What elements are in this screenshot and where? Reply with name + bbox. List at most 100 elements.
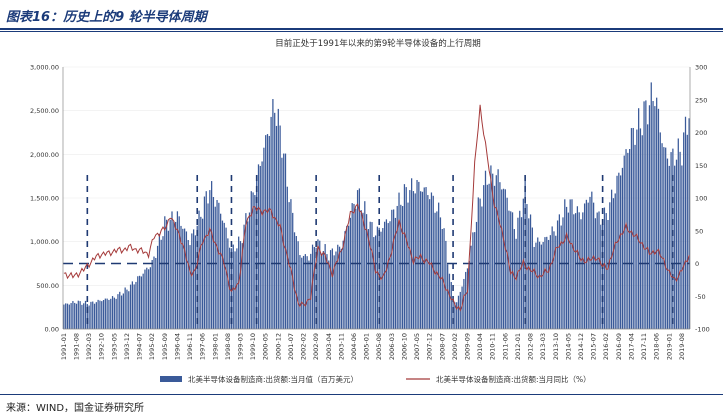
bar bbox=[636, 129, 638, 329]
bar bbox=[573, 214, 575, 329]
x-tick-label: 2014-12 bbox=[577, 333, 585, 360]
bar bbox=[387, 223, 389, 329]
bar bbox=[268, 135, 270, 329]
bar bbox=[293, 232, 296, 329]
bar bbox=[592, 202, 595, 329]
bar-series bbox=[63, 82, 690, 330]
bar bbox=[654, 106, 656, 329]
bar bbox=[333, 255, 335, 329]
bar bbox=[274, 112, 276, 329]
bar bbox=[335, 251, 337, 329]
bar bbox=[146, 267, 148, 329]
left-tick-label: 2,000.00 bbox=[30, 151, 59, 159]
source-note: 来源：WIND，国金证券研究所 bbox=[6, 403, 145, 414]
legend-swatch-bars bbox=[160, 376, 182, 382]
x-tick-label: 2003-11 bbox=[337, 333, 345, 360]
semiconductor-cycle-chart: 目前正处于1991年以来的第9轮半导体设备的上行周期 0.00 500.00 1,0… bbox=[30, 38, 710, 384]
bar bbox=[614, 193, 616, 329]
bar bbox=[553, 231, 555, 329]
bar bbox=[117, 294, 119, 329]
bar bbox=[187, 240, 189, 329]
bar bbox=[180, 225, 182, 329]
bar bbox=[663, 147, 665, 329]
bar bbox=[236, 248, 238, 329]
bar bbox=[618, 172, 620, 329]
bar bbox=[120, 295, 123, 329]
bar bbox=[194, 235, 197, 329]
bar bbox=[641, 135, 643, 329]
bar bbox=[675, 159, 678, 329]
bar bbox=[115, 298, 117, 329]
bar bbox=[101, 301, 103, 329]
legend-label-bars: 北美半导体设备制造商:出货额:当月值（百万美元） bbox=[188, 374, 358, 384]
bar bbox=[526, 204, 528, 329]
bar bbox=[147, 269, 150, 329]
bar bbox=[192, 229, 195, 329]
bar bbox=[65, 303, 67, 329]
bar bbox=[326, 254, 328, 329]
bar bbox=[144, 269, 146, 329]
bar bbox=[308, 260, 310, 329]
bar bbox=[632, 127, 634, 329]
bar bbox=[266, 134, 269, 329]
x-tick-label: 1998-08 bbox=[224, 333, 232, 360]
bar bbox=[214, 206, 216, 329]
bar bbox=[492, 173, 494, 329]
bar bbox=[376, 226, 379, 329]
bar bbox=[99, 300, 101, 329]
bar bbox=[401, 206, 404, 329]
x-tick-label: 2002-02 bbox=[300, 333, 308, 360]
bar bbox=[643, 101, 645, 330]
x-tick-label: 1995-09 bbox=[161, 333, 169, 360]
x-tick-label: 1997-06 bbox=[199, 333, 207, 360]
bar bbox=[225, 227, 227, 329]
x-tick-label: 2009-09 bbox=[463, 333, 471, 360]
bar bbox=[666, 158, 669, 329]
bar bbox=[77, 300, 79, 329]
bar bbox=[70, 303, 72, 329]
bar bbox=[430, 192, 433, 329]
bar bbox=[396, 205, 398, 329]
bar bbox=[160, 239, 162, 329]
bar bbox=[447, 264, 449, 329]
bar bbox=[533, 246, 535, 329]
bar bbox=[176, 211, 179, 329]
x-tick-label: 2005-01 bbox=[363, 333, 371, 360]
bar bbox=[594, 218, 597, 329]
header-divider bbox=[0, 28, 723, 30]
bar bbox=[360, 210, 362, 329]
left-tick-label: 1,000.00 bbox=[30, 238, 59, 246]
x-tick-label: 2014-05 bbox=[564, 333, 572, 360]
bar bbox=[529, 214, 532, 329]
x-tick-label: 2012-08 bbox=[527, 333, 535, 360]
bar bbox=[445, 240, 447, 329]
bar bbox=[221, 220, 224, 329]
footer-divider bbox=[0, 394, 723, 395]
bar bbox=[585, 199, 588, 329]
right-tick-label: 100 bbox=[695, 195, 707, 203]
x-tick-label: 2013-10 bbox=[552, 333, 560, 360]
bar bbox=[389, 221, 391, 329]
bar bbox=[158, 233, 161, 329]
bar bbox=[63, 304, 65, 329]
bar bbox=[513, 229, 515, 329]
x-tick-label: 2015-07 bbox=[590, 333, 598, 360]
bar bbox=[304, 254, 306, 329]
bar bbox=[484, 170, 487, 329]
bar bbox=[438, 202, 440, 329]
bar bbox=[162, 236, 164, 329]
bar bbox=[218, 202, 220, 329]
bar bbox=[616, 175, 618, 329]
left-axis-labels: 0.00 500.00 1,000.00 1,500.00 2,000.00 2,500.… bbox=[30, 64, 59, 334]
bar bbox=[302, 255, 305, 329]
bar bbox=[670, 152, 672, 329]
bar bbox=[647, 124, 649, 329]
bar bbox=[174, 221, 177, 329]
bar bbox=[373, 237, 375, 329]
bar bbox=[403, 184, 406, 329]
bar bbox=[537, 237, 539, 329]
bar bbox=[106, 298, 108, 329]
bar bbox=[356, 190, 359, 329]
bar bbox=[241, 243, 243, 329]
bar bbox=[508, 210, 510, 329]
